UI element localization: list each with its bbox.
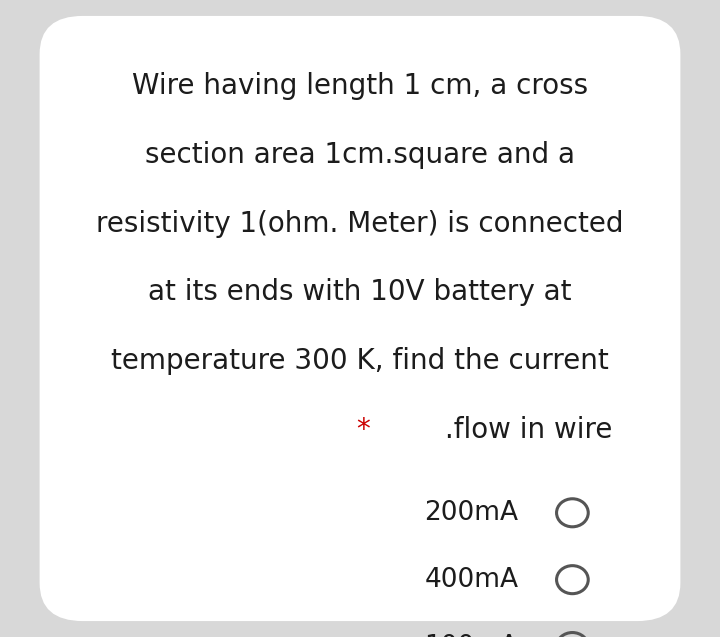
Text: section area 1cm.square and a: section area 1cm.square and a (145, 141, 575, 169)
Text: *: * (356, 416, 370, 444)
FancyBboxPatch shape (40, 16, 680, 621)
Text: 100mA: 100mA (424, 634, 518, 637)
Text: resistivity 1(ohm. Meter) is connected: resistivity 1(ohm. Meter) is connected (96, 210, 624, 238)
Text: temperature 300 K, find the current: temperature 300 K, find the current (111, 347, 609, 375)
Text: .flow in wire: .flow in wire (436, 416, 612, 444)
Text: 400mA: 400mA (424, 567, 518, 592)
Text: Wire having length 1 cm, a cross: Wire having length 1 cm, a cross (132, 72, 588, 100)
Text: at its ends with 10V battery at: at its ends with 10V battery at (148, 278, 572, 306)
Text: 200mA: 200mA (424, 500, 518, 526)
